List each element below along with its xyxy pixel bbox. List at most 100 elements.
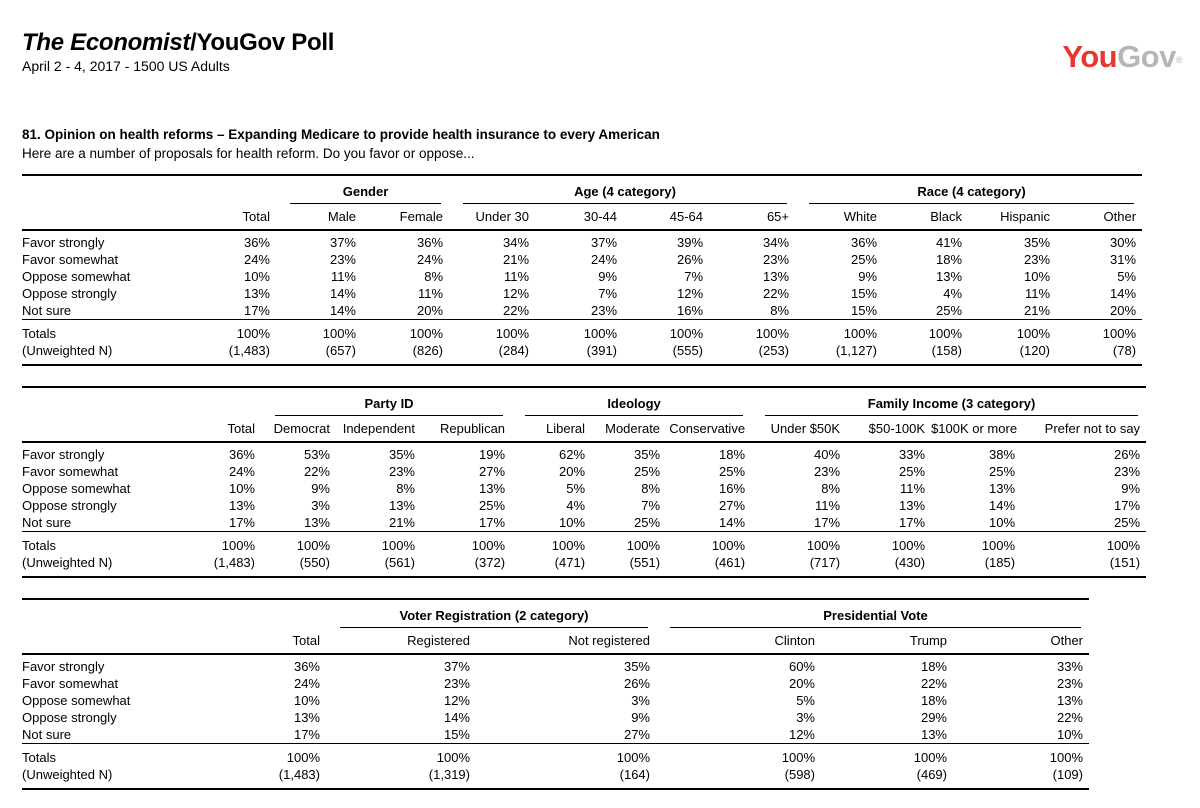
value-cell: 29% — [920, 710, 947, 725]
value-cell: 17% — [293, 727, 320, 742]
column-header: Other — [953, 628, 1089, 655]
totals-value: 100% — [846, 531, 932, 554]
totals-label: Totals — [22, 319, 180, 342]
response-label: Oppose strongly — [22, 710, 117, 725]
value-cell: 23% — [1056, 676, 1083, 691]
column-header: Not registered — [476, 628, 656, 655]
totals-value: 100% — [591, 531, 667, 554]
unweighted-n-row: (Unweighted N) (1,483) (1,319) (164) (598) (4… — [22, 766, 1089, 789]
unweighted-value: (717) — [809, 555, 841, 570]
value-cell: 11% — [900, 481, 926, 496]
column-header: 30-44 — [535, 204, 624, 231]
value-cell: 13% — [762, 269, 790, 284]
value-cell: 17% — [814, 515, 841, 530]
vote-crosstab: Voter Registration (2 category) President… — [22, 598, 1089, 790]
totals-value: 100% — [1056, 319, 1143, 342]
response-label: Not sure — [22, 727, 72, 742]
totals-value: 100% — [751, 531, 847, 554]
row-label-head — [22, 628, 180, 655]
table-row: Favor somewhat 24% 22% 23% 27% 20% 25% 25% 23% 25… — [22, 463, 1146, 480]
group-header: Gender — [276, 175, 449, 204]
value-cell: 10% — [559, 515, 586, 530]
value-cell: 22% — [762, 286, 790, 301]
unweighted-value: (1,483) — [228, 343, 270, 358]
column-header: Other — [1056, 204, 1143, 231]
value-cell: 22% — [502, 303, 530, 318]
value-cell: 26% — [676, 252, 704, 267]
value-cell: 3% — [311, 498, 330, 513]
totals-value: 100% — [421, 531, 512, 554]
value-cell: 27% — [719, 498, 746, 513]
unweighted-value: (164) — [619, 767, 650, 782]
column-header: Democrat — [261, 416, 336, 443]
value-cell: 5% — [1117, 269, 1137, 284]
column-header: 65+ — [709, 204, 796, 231]
value-cell: 27% — [479, 464, 506, 479]
value-cell: 23% — [1114, 464, 1141, 479]
column-header-row: Total Registered Not registered Clinton Trum… — [22, 628, 1089, 655]
politics-crosstab: Party ID Ideology Family Income (3 categor… — [22, 386, 1147, 578]
group-header-empty — [180, 175, 276, 204]
value-cell: 4% — [943, 286, 963, 301]
totals-value: 100% — [1021, 531, 1147, 554]
unweighted-label: (Unweighted N) — [22, 767, 113, 782]
value-cell: 11% — [503, 269, 530, 284]
column-header: Female — [362, 204, 450, 231]
response-label: Oppose strongly — [22, 498, 117, 513]
question-block: 81. Opinion on health reforms – Expandin… — [22, 125, 1178, 163]
row-label-head — [22, 204, 180, 231]
unweighted-n-row: (Unweighted N) (1,483) (657) (826) (284) (391… — [22, 342, 1142, 365]
value-cell: 37% — [443, 659, 470, 674]
value-cell: 36% — [243, 235, 270, 250]
value-cell: 8% — [770, 303, 790, 318]
value-cell: 14% — [443, 710, 470, 725]
value-cell: 37% — [329, 235, 356, 250]
unweighted-value: (471) — [554, 555, 586, 570]
group-header-label: Presidential Vote — [670, 608, 1081, 628]
totals-value: 100% — [511, 531, 592, 554]
value-cell: 21% — [502, 252, 530, 267]
unweighted-value: (461) — [714, 555, 746, 570]
unweighted-value: (158) — [931, 343, 963, 358]
value-cell: 39% — [676, 235, 704, 250]
response-label: Favor strongly — [22, 447, 105, 462]
value-cell: 13% — [388, 498, 415, 513]
unweighted-value: (1,319) — [428, 767, 470, 782]
value-cell: 23% — [590, 303, 618, 318]
value-cell: 20% — [559, 464, 586, 479]
totals-value: 100% — [326, 743, 476, 766]
table-row: Not sure 17% 14% 20% 22% 23% 16% 8% 15% 25% 21% 20% — [22, 302, 1142, 320]
value-cell: 11% — [417, 286, 444, 301]
group-header-row: Voter Registration (2 category) President… — [22, 599, 1089, 628]
value-cell: 21% — [388, 515, 415, 530]
value-cell: 53% — [303, 447, 330, 462]
group-header: Ideology — [511, 387, 751, 416]
value-cell: 19% — [479, 447, 506, 462]
response-label: Favor strongly — [22, 659, 105, 674]
value-cell: 22% — [920, 676, 947, 691]
table-row: Favor strongly 36% 37% 35% 60% 18% 33% — [22, 654, 1089, 675]
totals-value: 100% — [666, 531, 752, 554]
column-header: 45-64 — [623, 204, 710, 231]
corner-spacer — [22, 175, 180, 204]
value-cell: 3% — [796, 710, 815, 725]
yougov-logo: YouGov® — [1062, 40, 1182, 74]
value-cell: 27% — [623, 727, 650, 742]
value-cell: 25% — [935, 303, 963, 318]
table-row: Oppose somewhat 10% 12% 3% 5% 18% 13% — [22, 692, 1089, 709]
page-title: The Economist/YouGov Poll — [22, 30, 1178, 56]
value-cell: 12% — [443, 693, 470, 708]
column-header-row: Total Male Female Under 30 30-44 45-64 65+ Whit… — [22, 204, 1143, 231]
totals-value: 100% — [362, 319, 450, 342]
value-cell: 41% — [935, 235, 963, 250]
value-cell: 18% — [920, 693, 947, 708]
value-cell: 33% — [899, 447, 926, 462]
totals-value: 100% — [709, 319, 796, 342]
value-cell: 21% — [1023, 303, 1051, 318]
value-cell: 23% — [443, 676, 470, 691]
column-header: $50-100K — [846, 416, 932, 443]
value-cell: 35% — [623, 659, 650, 674]
value-cell: 20% — [788, 676, 815, 691]
value-cell: 22% — [303, 464, 330, 479]
value-cell: 13% — [293, 710, 320, 725]
